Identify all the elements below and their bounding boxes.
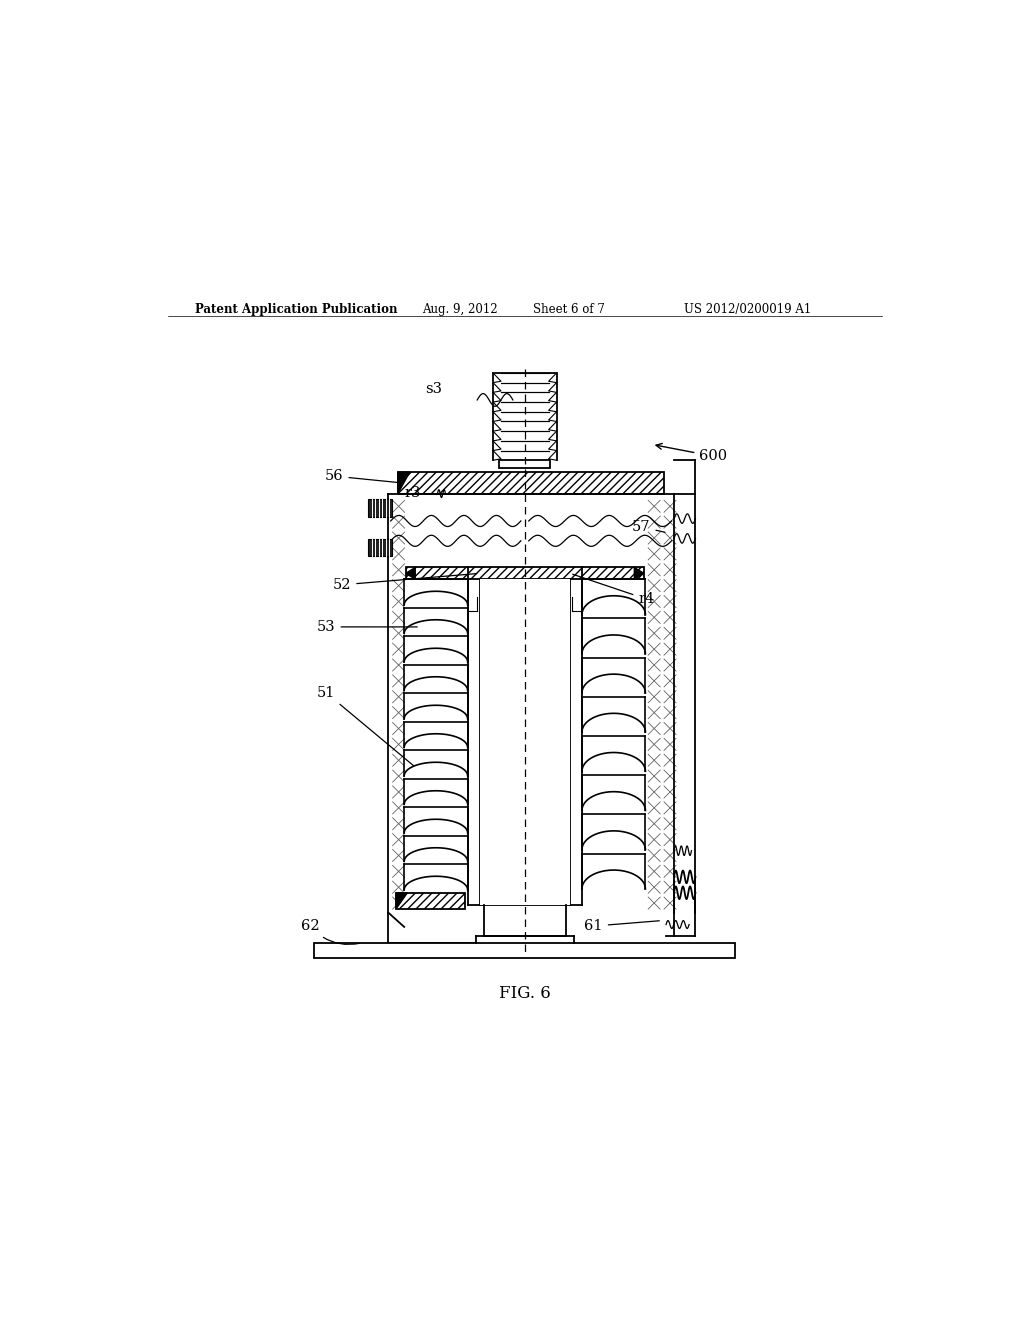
Polygon shape [396, 892, 408, 908]
Bar [314, 942, 735, 958]
Bar [396, 892, 465, 908]
Text: 51: 51 [316, 686, 414, 766]
Bar [369, 499, 392, 516]
Text: 600: 600 [656, 444, 727, 463]
Bar [369, 539, 392, 556]
Text: Aug. 9, 2012: Aug. 9, 2012 [422, 304, 498, 315]
Polygon shape [634, 568, 644, 579]
Text: 62: 62 [301, 919, 359, 944]
Text: Patent Application Publication: Patent Application Publication [196, 304, 398, 315]
Text: Sheet 6 of 7: Sheet 6 of 7 [532, 304, 604, 315]
Bar [391, 495, 402, 911]
Bar [479, 579, 570, 904]
Text: 57: 57 [632, 520, 665, 533]
Text: FIG. 6: FIG. 6 [499, 985, 551, 1002]
Bar [582, 495, 583, 911]
Polygon shape [406, 568, 416, 579]
Text: US 2012/0200019 A1: US 2012/0200019 A1 [684, 304, 811, 315]
Text: 61: 61 [585, 919, 659, 933]
Bar [646, 495, 673, 911]
Text: r3: r3 [404, 486, 421, 500]
Bar [467, 495, 468, 911]
Text: 53: 53 [316, 620, 417, 634]
Bar [406, 568, 644, 579]
Text: 52: 52 [333, 574, 477, 591]
Bar [500, 461, 550, 469]
Bar [397, 473, 664, 494]
Text: r4: r4 [572, 574, 654, 606]
Text: 56: 56 [325, 469, 399, 483]
Text: s3: s3 [426, 381, 442, 396]
Polygon shape [397, 473, 410, 494]
